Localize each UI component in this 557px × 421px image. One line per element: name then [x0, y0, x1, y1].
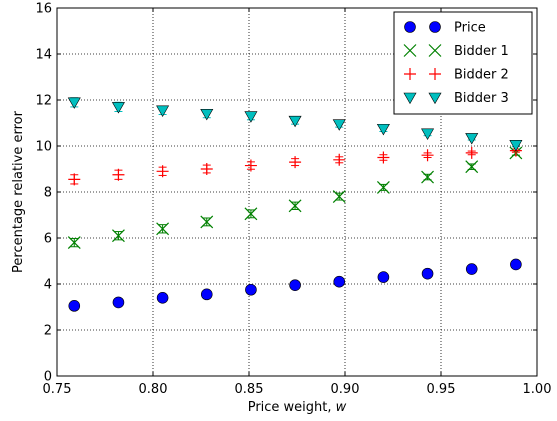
x-tick-label: 1.00: [523, 382, 552, 397]
bidder-2-point: [156, 165, 169, 178]
y-tick-label: 16: [35, 2, 52, 17]
tick-labels: 0.75 0.80 0.85 0.90 0.95 1.00 0 2 4 6 8 10 12 14 16: [35, 2, 551, 398]
y-tick-label: 12: [35, 94, 52, 109]
price-point: [156, 291, 169, 304]
bidder-1-point: [332, 190, 346, 204]
bidder-2-point: [244, 159, 257, 172]
legend-label-bidder-1: Bidder 1: [454, 44, 509, 59]
legend-label-price: Price: [454, 21, 486, 36]
bidder-1-point: [200, 215, 214, 229]
bidder-3-point: [156, 105, 170, 117]
price-point: [112, 296, 125, 309]
x-tick-label: 0.75: [43, 382, 72, 397]
legend-marker-price: [404, 21, 416, 33]
bidder-1-point: [67, 236, 81, 250]
legend-marker-bidder-1: [428, 44, 442, 57]
bidder-3-point: [421, 128, 435, 140]
y-tick-label: 4: [44, 278, 52, 293]
price-point: [200, 288, 213, 301]
x-tick-label: 0.85: [235, 382, 264, 397]
bidder-2-point: [333, 153, 346, 166]
bidder-1-point: [112, 229, 125, 243]
bidder-2-point: [112, 168, 125, 181]
bidder-1-point: [421, 170, 434, 184]
price-point: [68, 300, 81, 312]
price-point: [289, 279, 301, 291]
y-tick-label: 2: [44, 324, 52, 339]
x-axis-label: Price weight, w: [248, 400, 347, 415]
plot-frame: [56, 7, 538, 377]
legend-marker-bidder-3: [403, 92, 417, 105]
price-point: [510, 258, 522, 271]
bidder-2-point: [200, 163, 213, 175]
bidder-2-point: [465, 146, 478, 159]
legend-marker-bidder-2: [404, 68, 416, 80]
legend-marker-price: [429, 21, 441, 33]
bidder-3-point: [288, 115, 302, 128]
bidder-3-point: [509, 140, 523, 152]
x-tick-label: 0.95: [427, 382, 456, 397]
bidder-3-point: [67, 97, 81, 109]
legend-marker-bidder-1: [403, 44, 417, 57]
bidder-3-point: [111, 102, 125, 114]
bidder-3-point: [465, 133, 479, 145]
y-tick-label: 0: [44, 370, 52, 385]
x-tick-label: 0.80: [139, 382, 168, 397]
y-tick-label: 10: [35, 140, 52, 155]
legend-marker-bidder-2: [429, 68, 441, 80]
legend-box: [393, 11, 533, 115]
error-bars: [70, 97, 520, 309]
data-marks: [67, 97, 523, 312]
bidder-2-point: [377, 151, 390, 164]
bidder-1-point: [244, 207, 258, 221]
bidder-1-point: [156, 222, 170, 236]
price-point: [465, 263, 478, 275]
bidder-2-point: [421, 149, 434, 162]
bidder-1-point: [465, 160, 479, 174]
legend-label-bidder-3: Bidder 3: [454, 91, 509, 106]
bidder-1-point: [288, 199, 302, 213]
bidder-2-point: [68, 173, 81, 186]
bidder-1-point: [376, 180, 390, 194]
legend-label-bidder-2: Bidder 2: [454, 68, 509, 83]
y-axis-label: Percentage relative error: [11, 110, 26, 273]
y-tick-label: 8: [44, 186, 52, 201]
bidder-3-point: [244, 111, 258, 123]
bidder-2-point: [289, 156, 302, 169]
bidder-3-point: [200, 109, 214, 121]
bidder-3-point: [332, 119, 346, 131]
price-point: [333, 275, 346, 288]
price-point: [421, 267, 434, 280]
y-tick-label: 6: [44, 232, 52, 247]
price-point: [377, 271, 390, 283]
legend-marker-bidder-3: [428, 92, 442, 105]
bidder-3-point: [376, 123, 390, 136]
x-tick-label: 0.90: [331, 382, 360, 397]
y-tick-label: 14: [35, 48, 52, 63]
legend: Price Bidder 1 Bidder 2 Bidder 3: [393, 11, 533, 115]
price-point: [245, 283, 257, 296]
